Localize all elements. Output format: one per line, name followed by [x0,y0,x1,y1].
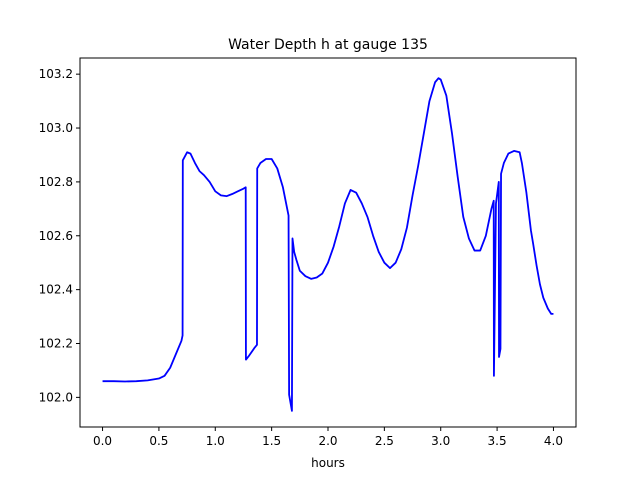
y-tick-label: 102.2 [39,337,73,351]
y-axis-ticks: 102.0 102.2 102.4 102.6 102.8 103.0 103.2 [39,67,80,404]
x-tick-label: 3.0 [431,434,450,448]
x-tick-label: 4.0 [544,434,563,448]
x-tick-label: 3.5 [488,434,507,448]
x-axis-label: hours [311,456,345,470]
y-tick-label: 102.0 [39,390,73,404]
y-tick-label: 102.6 [39,229,73,243]
x-axis-ticks: 0.0 0.5 1.0 1.5 2.0 2.5 3.0 3.5 4.0 [93,427,563,448]
chart-title: Water Depth h at gauge 135 [228,37,428,53]
plot-frame [79,57,577,428]
x-tick-label: 1.0 [206,434,225,448]
x-tick-label: 0.0 [93,434,112,448]
plot-area [102,77,554,412]
x-tick-label: 0.5 [149,434,168,448]
series-line-0 [102,77,554,412]
x-tick-label: 1.5 [262,434,281,448]
y-tick-label: 102.8 [39,175,73,189]
y-tick-label: 103.0 [39,121,73,135]
y-tick-label: 103.2 [39,67,73,81]
y-tick-label: 102.4 [39,283,73,297]
x-tick-label: 2.0 [318,434,337,448]
x-tick-label: 2.5 [375,434,394,448]
